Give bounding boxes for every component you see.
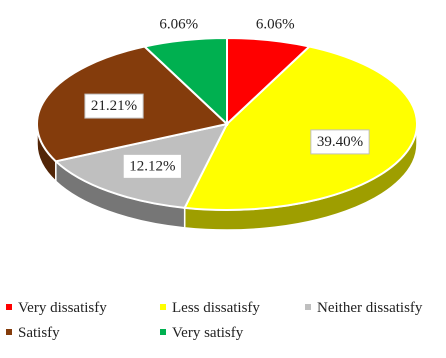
legend-swatch-neither-dissatisfy	[305, 303, 311, 310]
legend-swatch-very-dissatisfy	[6, 303, 12, 310]
data-label-neither-dissatisfy: 12.12%	[129, 158, 175, 174]
pie-slice-less-dissatisfy	[183, 45, 418, 211]
data-label-satisfy: 21.21%	[91, 98, 137, 114]
legend-row-1: Very dissatisfy Less dissatisfy Neither …	[0, 300, 446, 325]
legend-swatch-less-dissatisfy	[160, 303, 166, 310]
legend-label-very-satisfy: Very satisfy	[172, 325, 244, 341]
legend-label-less-dissatisfy: Less dissatisfy	[172, 300, 260, 316]
legend-swatch-very-satisfy	[160, 328, 166, 335]
data-label-box-neither-dissatisfy	[122, 153, 182, 179]
legend-row-2: Satisfy Very satisfy	[0, 325, 446, 350]
legend-label-satisfy: Satisfy	[18, 325, 60, 341]
legend-item-less-dissatisfy: Less dissatisfy	[160, 300, 260, 317]
data-label-very-dissatisfy: 6.06%	[256, 16, 295, 32]
legend: Very dissatisfy Less dissatisfy Neither …	[0, 300, 446, 350]
legend-item-very-satisfy: Very satisfy	[160, 325, 243, 342]
legend-label-very-dissatisfy: Very dissatisfy	[18, 300, 107, 316]
pie-chart: 6.06% 39.40% 12.12% 21.21% 6.06%	[36, 16, 418, 231]
legend-item-neither-dissatisfy: Neither dissatisfy	[305, 300, 422, 317]
data-label-box-less-dissatisfy	[310, 129, 370, 155]
data-label-box-satisfy	[84, 93, 144, 119]
data-label-very-satisfy: 6.06%	[159, 16, 198, 32]
legend-item-satisfy: Satisfy	[6, 325, 60, 342]
data-label-less-dissatisfy: 39.40%	[317, 134, 363, 150]
legend-item-very-dissatisfy: Very dissatisfy	[6, 300, 107, 317]
pie-slice-very-satisfy	[142, 36, 228, 127]
legend-label-neither-dissatisfy: Neither dissatisfy	[317, 300, 423, 316]
legend-swatch-satisfy	[6, 328, 12, 335]
